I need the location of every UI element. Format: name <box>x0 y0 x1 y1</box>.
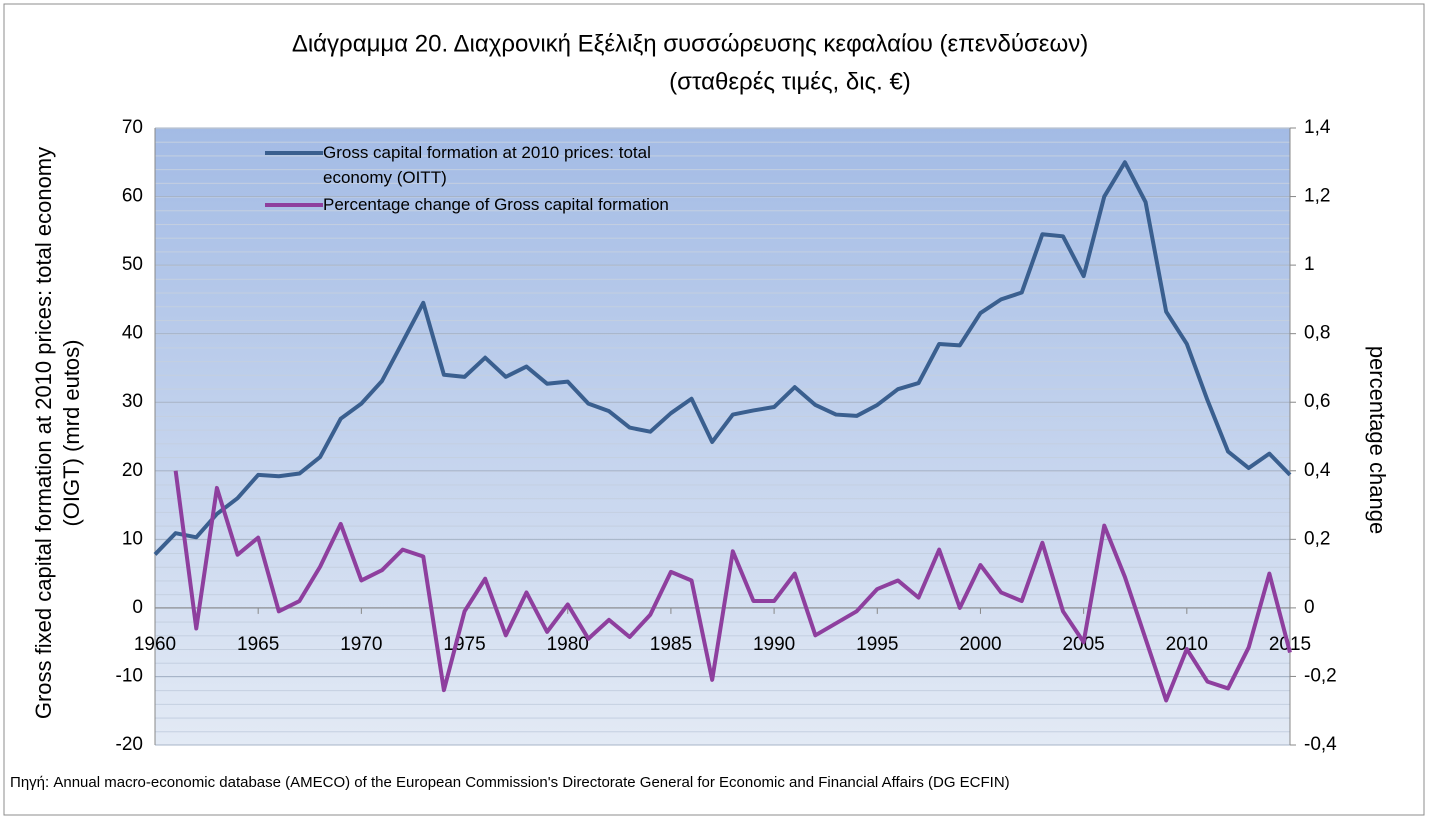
legend-label: Gross capital formation at 2010 prices: … <box>323 143 651 187</box>
legend-item: Percentage change of Gross capital forma… <box>265 192 715 217</box>
chart-title: Διάγραμμα 20. Διαχρονική Εξέλιξη συσσώρε… <box>292 30 1088 57</box>
x-tick-label: 1985 <box>650 634 692 655</box>
minor-grid <box>155 128 1290 745</box>
y-tick-label: -20 <box>116 734 143 755</box>
y2-tick-label: 0,6 <box>1304 391 1330 412</box>
y2-tick-label: -0,2 <box>1304 665 1337 686</box>
y-tick-label: 10 <box>122 528 143 549</box>
legend-swatch <box>265 203 323 207</box>
y-tick-label: 20 <box>122 460 143 481</box>
x-tick-label: 1995 <box>856 634 898 655</box>
y-tick-label: 70 <box>122 117 143 138</box>
y-tick-label: 50 <box>122 254 143 275</box>
y2-tick-label: 0,8 <box>1304 323 1330 344</box>
y2-tick-label: 1,2 <box>1304 186 1330 207</box>
x-tick-label: 1980 <box>547 634 589 655</box>
y2-axis-label: percentage change <box>1365 346 1390 534</box>
legend-swatch <box>265 151 323 155</box>
y-tick-label: 0 <box>132 597 143 618</box>
y2-tick-label: 0,4 <box>1304 460 1331 481</box>
legend-item: Gross capital formation at 2010 prices: … <box>265 140 715 190</box>
chart-subtitle: (σταθερές τιμές, δις. €) <box>669 68 911 95</box>
x-tick-label: 2000 <box>959 634 1001 655</box>
series-line <box>173 470 1292 703</box>
y-tick-label: -10 <box>116 665 143 686</box>
y2-tick-label: 0 <box>1304 597 1315 618</box>
y2-tick-label: 0,2 <box>1304 528 1330 549</box>
y2-tick-label: -0,4 <box>1304 734 1337 755</box>
y2-tick-label: 1 <box>1304 254 1315 275</box>
legend: Gross capital formation at 2010 prices: … <box>265 140 715 219</box>
source: Πηγή: Annual macro-economic database (AM… <box>10 774 1010 791</box>
legend-label: Percentage change of Gross capital forma… <box>323 195 669 214</box>
y2-tick-label: 1,4 <box>1304 117 1331 138</box>
x-tick-label: 2015 <box>1269 634 1311 655</box>
y-tick-label: 60 <box>122 186 143 207</box>
x-tick-label: 2005 <box>1062 634 1104 655</box>
x-tick-label: 1970 <box>340 634 382 655</box>
x-tick-label: 2010 <box>1166 634 1208 655</box>
frame <box>3 3 1425 816</box>
y-tick-label: 30 <box>122 391 143 412</box>
series-line <box>153 160 1292 556</box>
y-tick-label: 40 <box>122 323 143 344</box>
x-tick-label: 1960 <box>134 634 176 655</box>
x-tick-label: 1990 <box>753 634 795 655</box>
x-tick-label: 1965 <box>237 634 279 655</box>
x-tick-label: 1975 <box>443 634 485 655</box>
y-axis-label: Gross fixed capital formation at 2010 pr… <box>31 146 84 720</box>
